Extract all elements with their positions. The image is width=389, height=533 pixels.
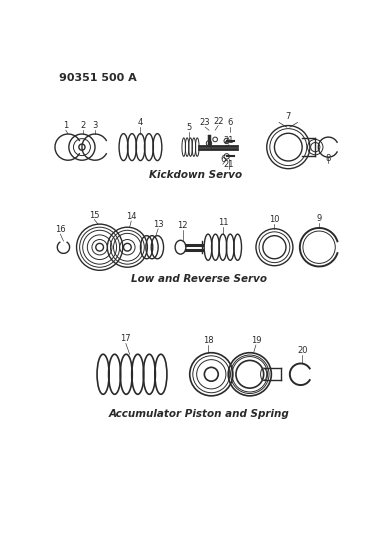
Text: 11: 11 — [217, 218, 228, 227]
Text: 22: 22 — [213, 117, 223, 126]
Text: 15: 15 — [89, 211, 100, 220]
Text: 13: 13 — [153, 220, 163, 229]
Text: 6: 6 — [220, 155, 226, 164]
Text: 17: 17 — [121, 335, 131, 343]
Text: 21: 21 — [224, 136, 234, 145]
Text: 9: 9 — [317, 214, 322, 223]
Text: Kickdown Servo: Kickdown Servo — [149, 170, 242, 180]
Text: 90351 500 A: 90351 500 A — [59, 73, 137, 83]
Text: 2: 2 — [81, 121, 86, 130]
Text: 6: 6 — [227, 118, 233, 127]
Text: 8: 8 — [326, 154, 331, 163]
Text: 21: 21 — [224, 160, 234, 168]
Text: 18: 18 — [203, 336, 214, 345]
Text: 10: 10 — [269, 215, 280, 224]
Text: 20: 20 — [297, 346, 307, 355]
Text: 16: 16 — [55, 225, 66, 234]
Text: 19: 19 — [251, 336, 261, 345]
Text: 12: 12 — [177, 221, 188, 230]
Text: 1: 1 — [63, 121, 68, 130]
Text: 5: 5 — [186, 123, 192, 132]
Text: 23: 23 — [200, 118, 210, 127]
Text: 14: 14 — [126, 212, 137, 221]
Text: 7: 7 — [286, 112, 291, 121]
Text: Low and Reverse Servo: Low and Reverse Servo — [131, 274, 267, 284]
Text: 3: 3 — [92, 121, 98, 130]
Text: Accumulator Piston and Spring: Accumulator Piston and Spring — [109, 409, 289, 418]
Text: 4: 4 — [138, 118, 143, 127]
